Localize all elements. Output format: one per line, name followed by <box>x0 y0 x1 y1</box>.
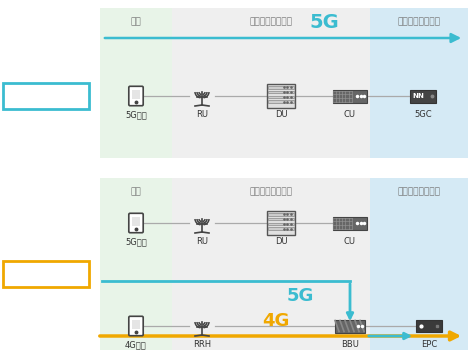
FancyBboxPatch shape <box>132 320 140 329</box>
FancyBboxPatch shape <box>267 211 295 235</box>
Text: 5G端末: 5G端末 <box>125 110 147 119</box>
FancyBboxPatch shape <box>333 90 367 103</box>
Text: 4G: 4G <box>262 312 290 330</box>
FancyBboxPatch shape <box>100 178 172 350</box>
Text: 無線ネットワーク: 無線ネットワーク <box>249 187 292 196</box>
FancyBboxPatch shape <box>132 90 140 99</box>
FancyBboxPatch shape <box>268 218 294 220</box>
FancyBboxPatch shape <box>132 217 140 226</box>
Text: CU: CU <box>344 110 356 119</box>
FancyBboxPatch shape <box>172 8 370 158</box>
Text: EPC: EPC <box>421 340 437 349</box>
FancyBboxPatch shape <box>370 8 468 158</box>
Text: CU: CU <box>344 237 356 246</box>
FancyBboxPatch shape <box>268 91 294 93</box>
FancyBboxPatch shape <box>410 90 436 103</box>
Text: NSA方式: NSA方式 <box>21 267 71 281</box>
FancyBboxPatch shape <box>3 261 89 287</box>
FancyBboxPatch shape <box>267 84 295 108</box>
FancyBboxPatch shape <box>335 320 365 332</box>
FancyBboxPatch shape <box>129 213 143 233</box>
FancyBboxPatch shape <box>268 96 294 98</box>
Text: DU: DU <box>275 110 287 119</box>
Text: コアネットワーク: コアネットワーク <box>398 17 440 26</box>
FancyBboxPatch shape <box>172 178 370 350</box>
FancyBboxPatch shape <box>3 83 89 109</box>
FancyBboxPatch shape <box>129 316 143 336</box>
Text: DU: DU <box>275 237 287 246</box>
Text: BBU: BBU <box>341 340 359 349</box>
Text: N: N <box>417 93 423 99</box>
FancyBboxPatch shape <box>100 8 172 158</box>
Text: 無線ネットワーク: 無線ネットワーク <box>249 17 292 26</box>
FancyBboxPatch shape <box>129 86 143 106</box>
FancyBboxPatch shape <box>370 178 468 350</box>
FancyBboxPatch shape <box>416 320 442 332</box>
Text: 端末: 端末 <box>131 17 141 26</box>
Text: RU: RU <box>196 237 208 246</box>
FancyBboxPatch shape <box>268 100 294 103</box>
Text: コアネットワーク: コアネットワーク <box>398 187 440 196</box>
Text: 5G: 5G <box>309 13 339 32</box>
Text: SA方式: SA方式 <box>27 89 65 103</box>
Text: N: N <box>412 93 418 99</box>
FancyBboxPatch shape <box>333 217 367 229</box>
Text: 4G端末: 4G端末 <box>125 340 147 349</box>
Text: RU: RU <box>196 110 208 119</box>
FancyBboxPatch shape <box>268 86 294 88</box>
Text: 5G: 5G <box>286 287 314 305</box>
Text: 端末: 端末 <box>131 187 141 196</box>
Text: 5G端末: 5G端末 <box>125 237 147 246</box>
FancyBboxPatch shape <box>268 213 294 216</box>
Text: 5GC: 5GC <box>414 110 432 119</box>
FancyBboxPatch shape <box>268 223 294 225</box>
Text: RRH: RRH <box>193 340 211 349</box>
FancyBboxPatch shape <box>268 227 294 230</box>
